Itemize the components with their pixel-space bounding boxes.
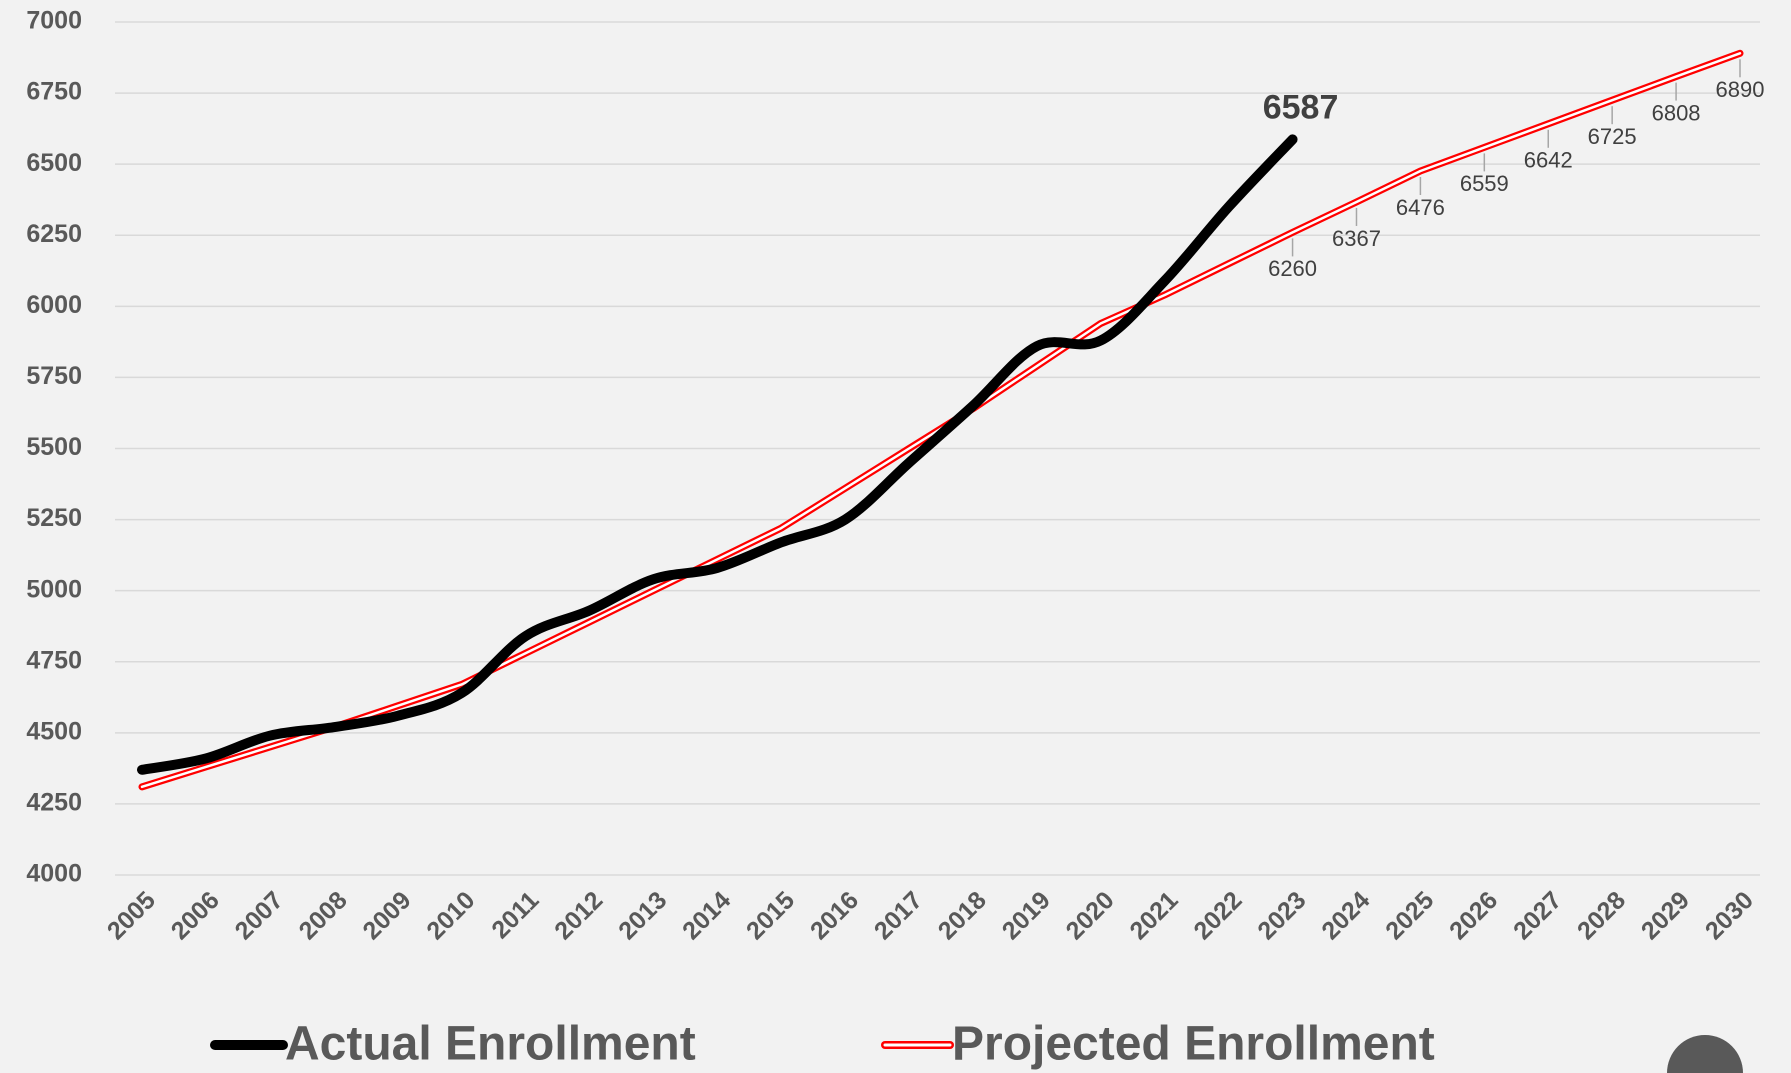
data-label: 6476 — [1396, 195, 1445, 220]
y-tick-label: 6000 — [26, 291, 82, 319]
y-tick-label: 5500 — [26, 433, 82, 461]
y-tick-label: 4500 — [26, 717, 82, 745]
y-tick-label: 5250 — [26, 504, 82, 532]
data-label: 6642 — [1524, 148, 1573, 173]
data-label: 6890 — [1716, 77, 1765, 102]
data-label: 6260 — [1268, 256, 1317, 281]
legend-label: Actual Enrollment — [285, 1018, 696, 1071]
y-tick-label: 6250 — [26, 220, 82, 248]
y-tick-label: 4000 — [26, 860, 82, 888]
y-tick-label: 4250 — [26, 789, 82, 817]
series-line — [137, 134, 1298, 775]
legend-label: Projected Enrollment — [952, 1018, 1435, 1071]
y-tick-label: 4750 — [26, 646, 82, 674]
data-label: 6725 — [1588, 124, 1637, 149]
y-tick-label: 5750 — [26, 362, 82, 390]
data-label: 6808 — [1652, 100, 1701, 125]
y-tick-label: 6750 — [26, 78, 82, 106]
data-label: 6367 — [1332, 226, 1381, 251]
data-label: 6587 — [1263, 88, 1339, 126]
y-tick-label: 6500 — [26, 149, 82, 177]
y-tick-label: 5000 — [26, 575, 82, 603]
page-badge — [1667, 1035, 1743, 1073]
data-label: 6559 — [1460, 171, 1509, 196]
y-tick-label: 7000 — [26, 7, 82, 35]
